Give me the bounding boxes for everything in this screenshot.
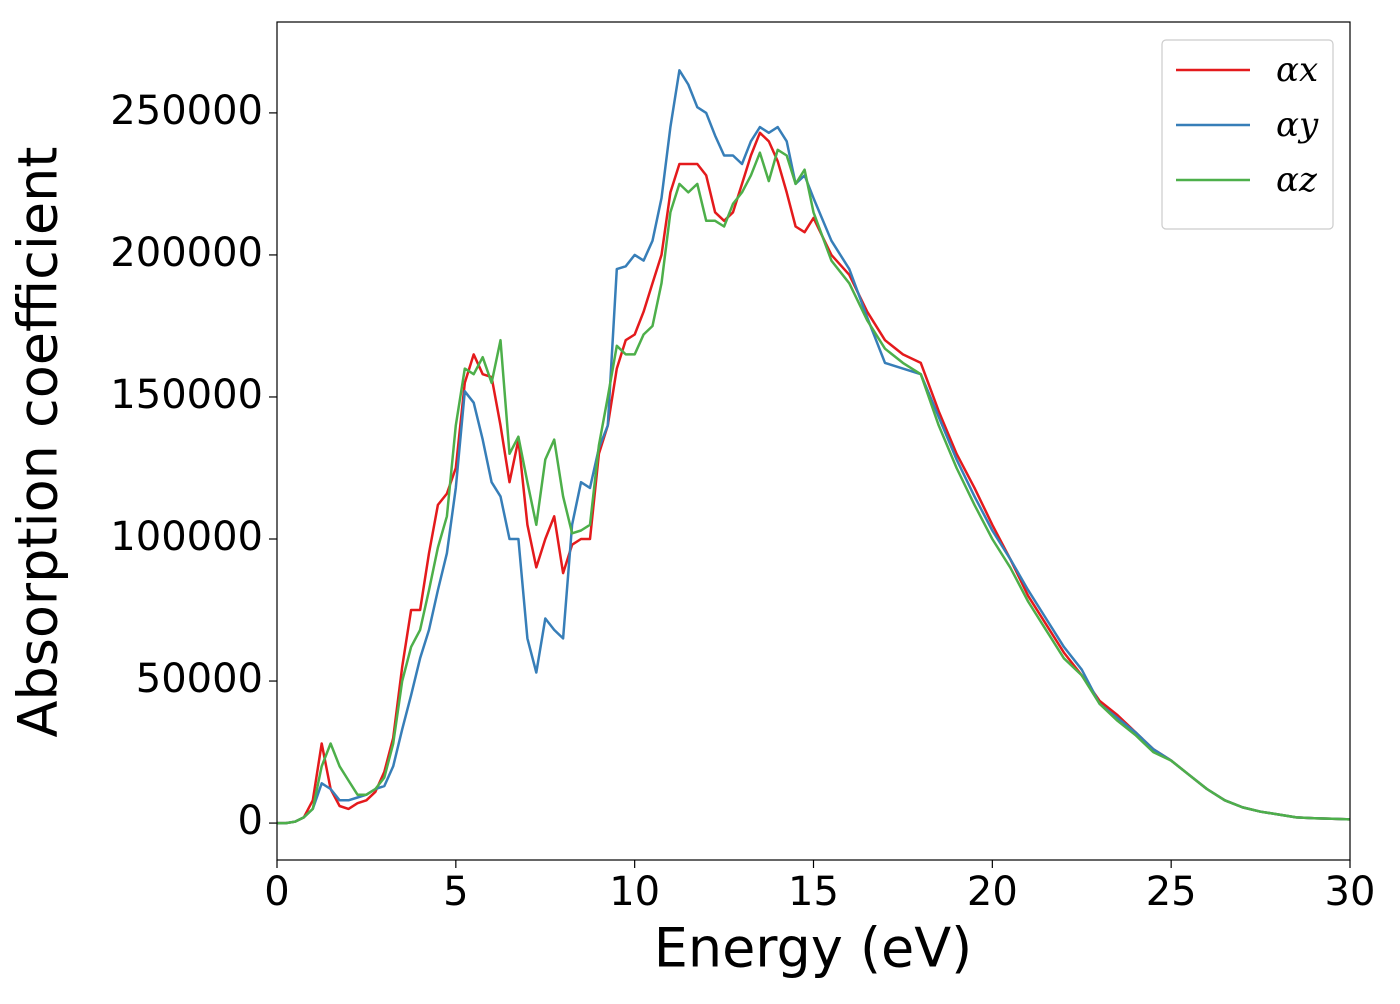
x-tick-label: 10 (609, 869, 660, 915)
x-tick-label: 5 (443, 869, 468, 915)
y-tick-label: 250000 (110, 88, 263, 134)
y-tick-label: 100000 (110, 514, 263, 560)
x-tick-label: 20 (967, 869, 1018, 915)
y-axis-label: Absorption coefficient (7, 147, 70, 738)
legend-label: αz (1276, 160, 1318, 200)
x-tick-label: 0 (264, 869, 289, 915)
x-axis-label: Energy (eV) (654, 917, 973, 980)
series-line (277, 131, 1351, 825)
y-tick-label: 200000 (110, 230, 263, 276)
legend-label: αx (1276, 50, 1318, 90)
x-tick-label: 15 (788, 869, 839, 915)
series-line (277, 148, 1351, 825)
series-line (277, 69, 1351, 825)
y-tick-label: 50000 (136, 656, 263, 702)
legend-box (1161, 39, 1334, 230)
x-tick-label: 30 (1325, 869, 1376, 915)
y-tick-label: 150000 (110, 372, 263, 418)
legend-label: αy (1276, 105, 1319, 145)
y-tick-label: 0 (238, 798, 263, 844)
x-tick-label: 25 (1146, 869, 1197, 915)
plot-frame (276, 21, 1351, 861)
